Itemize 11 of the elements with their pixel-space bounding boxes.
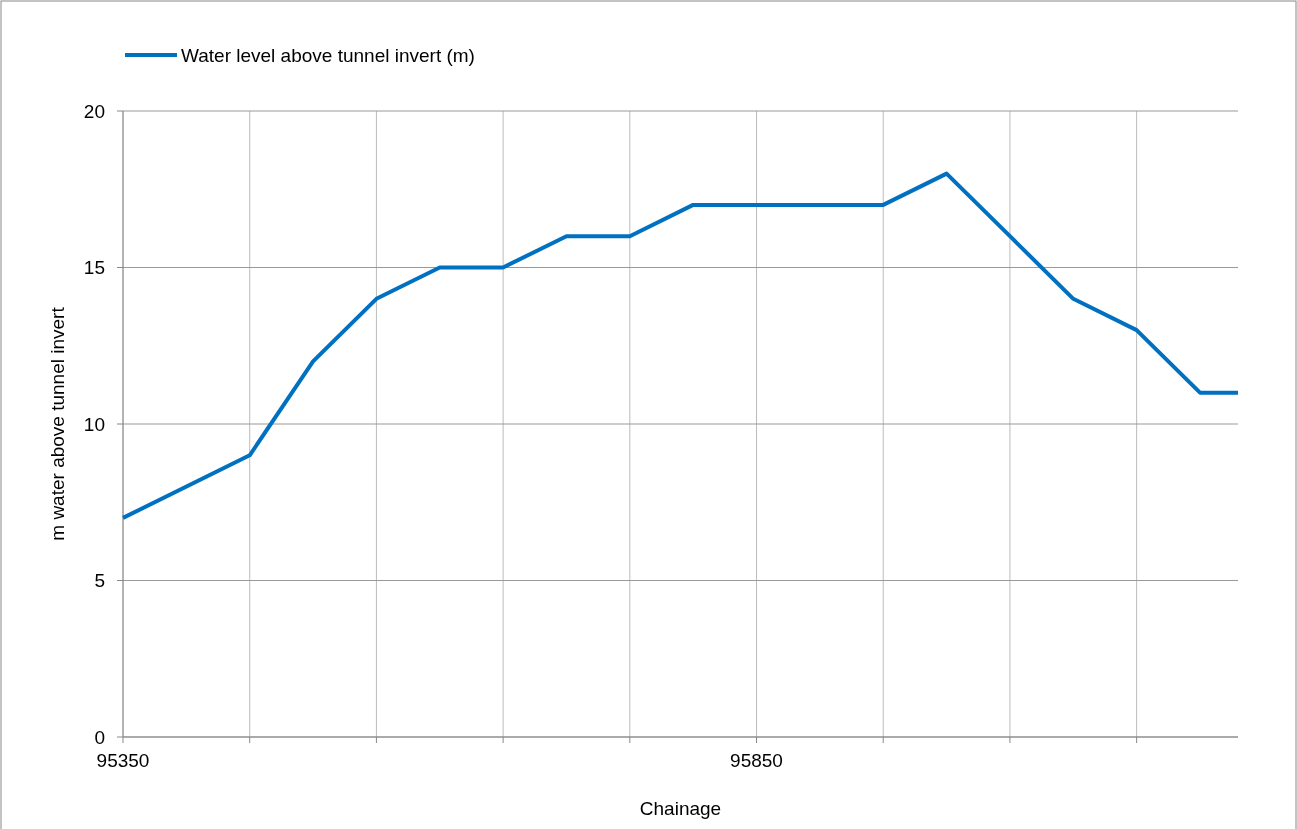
y-tick-label: 15: [83, 257, 105, 279]
y-tick-label: 10: [83, 413, 105, 435]
line-series: [121, 171, 1240, 520]
y-tick-label: 20: [83, 100, 105, 122]
y-axis-title: m water above tunnel invert: [47, 306, 68, 541]
x-axis-title: Chainage: [639, 798, 722, 819]
y-tick-label: 0: [94, 726, 105, 748]
y-tick-label: 5: [94, 570, 105, 592]
x-tick-label: 95350: [96, 750, 150, 771]
legend-label: Water level above tunnel invert (m): [181, 44, 475, 66]
x-tick-label: 95850: [730, 750, 783, 771]
